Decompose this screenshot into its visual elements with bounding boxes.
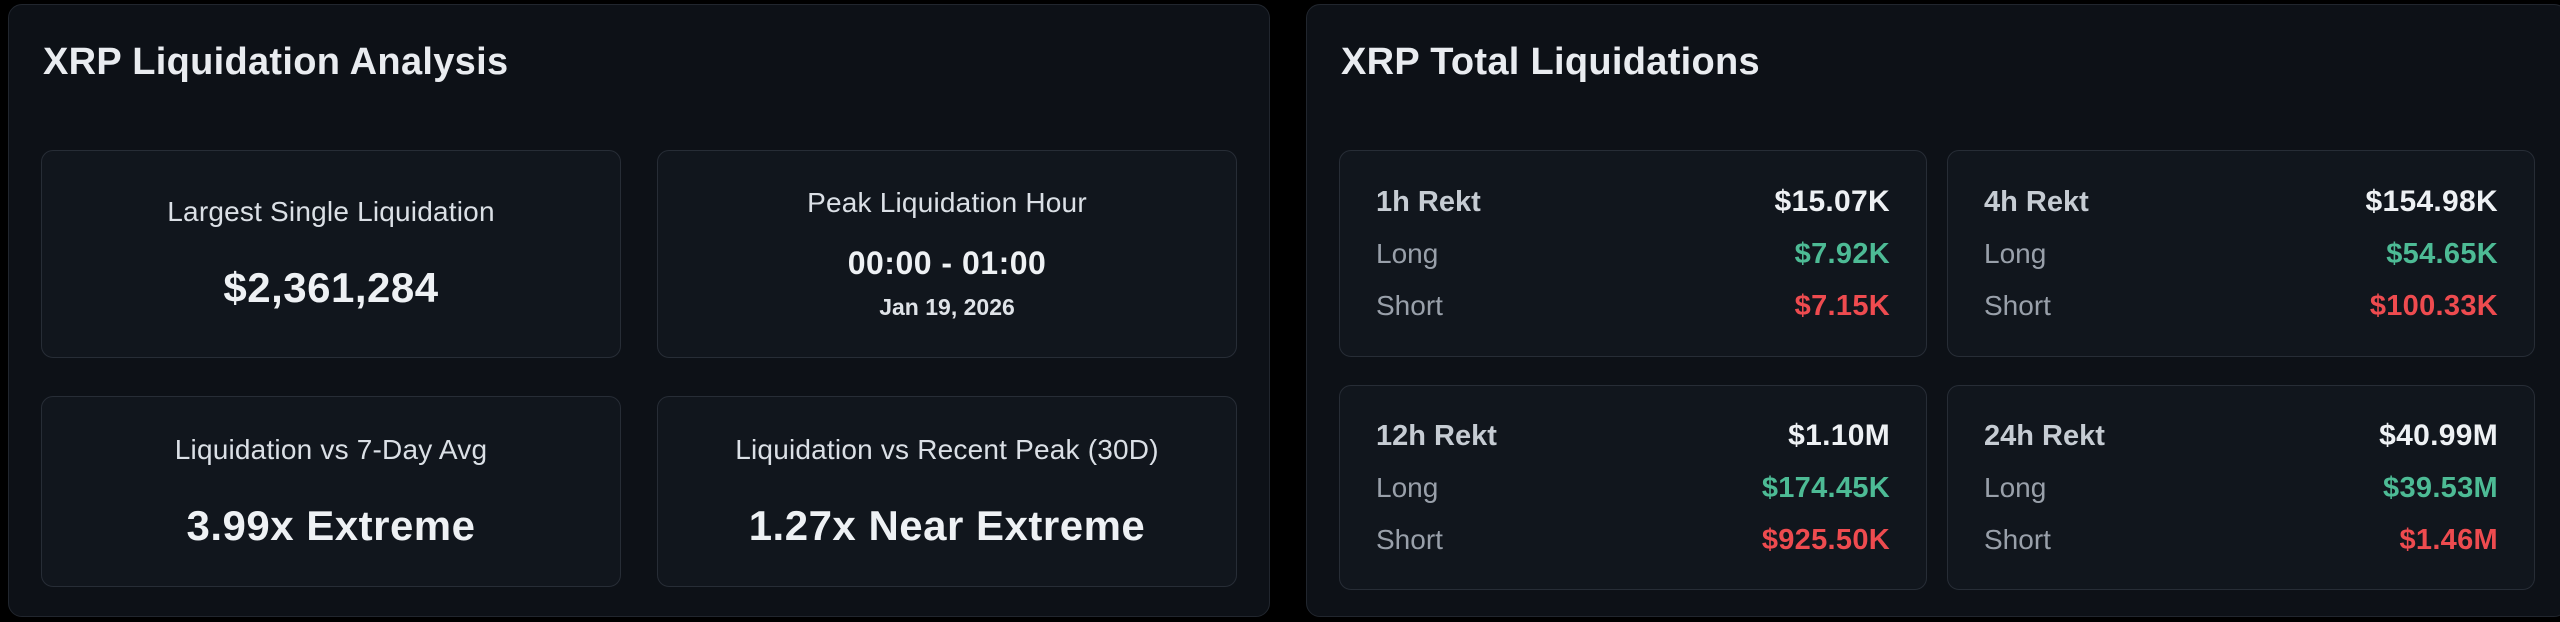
stat-value: 00:00 - 01:00 [847,245,1047,281]
short-value: $925.50K [1761,523,1890,556]
short-row: Short $1.46M [1984,524,2498,557]
short-value: $1.46M [2399,523,2498,556]
rekt-header-row: 12h Rekt $1.10M [1376,419,1890,453]
short-label: Short [1984,523,2051,555]
stat-label: Liquidation vs Recent Peak (30D) [735,433,1159,465]
rekt-period-label: 12h Rekt [1376,419,1497,452]
long-value: $174.45K [1761,471,1890,504]
rekt-period-label: 24h Rekt [1984,419,2105,452]
rekt-total-value: $40.99M [2379,418,2498,452]
stat-label: Largest Single Liquidation [167,196,495,227]
short-row: Short $100.33K [1984,290,2498,323]
total-liquidations-panel: XRP Total Liquidations 1h Rekt $15.07K L… [1306,4,2560,617]
analysis-card-grid: Largest Single Liquidation $2,361,284 Pe… [41,150,1237,587]
short-row: Short $925.50K [1376,524,1890,557]
long-row: Long $7.92K [1376,238,1890,271]
long-label: Long [1376,471,1439,503]
short-label: Short [1376,523,1443,555]
rekt-card-12h: 12h Rekt $1.10M Long $174.45K Short $925… [1339,385,1927,590]
short-label: Short [1376,289,1443,321]
stat-label: Liquidation vs 7-Day Avg [174,433,488,465]
stat-value-group: 00:00 - 01:00 Jan 19, 2026 [848,245,1047,321]
rekt-header-row: 24h Rekt $40.99M [1984,419,2498,453]
stat-value: 3.99x Extreme [186,501,476,549]
short-value: $7.15K [1794,289,1890,322]
totals-card-grid: 1h Rekt $15.07K Long $7.92K Short $7.15K… [1339,150,2535,590]
stat-value: 1.27x Near Extreme [748,501,1146,549]
long-label: Long [1984,471,2047,503]
stat-card-largest-single-liquidation: Largest Single Liquidation $2,361,284 [41,150,621,358]
short-label: Short [1984,289,2051,321]
liquidation-analysis-panel: XRP Liquidation Analysis Largest Single … [8,4,1270,617]
rekt-card-4h: 4h Rekt $154.98K Long $54.65K Short $100… [1947,150,2535,357]
totals-panel-title: XRP Total Liquidations [1341,41,1760,83]
rekt-period-label: 4h Rekt [1984,185,2089,218]
stat-label: Peak Liquidation Hour [807,187,1087,218]
rekt-header-row: 4h Rekt $154.98K [1984,185,2498,219]
long-label: Long [1984,237,2047,269]
short-value: $100.33K [2369,289,2498,322]
long-value: $39.53M [2383,471,2498,504]
long-row: Long $54.65K [1984,238,2498,271]
stat-value: $2,361,284 [223,264,439,311]
long-row: Long $39.53M [1984,472,2498,505]
rekt-card-1h: 1h Rekt $15.07K Long $7.92K Short $7.15K [1339,150,1927,357]
analysis-panel-title: XRP Liquidation Analysis [43,41,509,83]
short-row: Short $7.15K [1376,290,1890,323]
rekt-total-value: $15.07K [1774,184,1890,218]
stat-card-vs-7day-avg: Liquidation vs 7-Day Avg 3.99x Extreme [41,396,621,587]
rekt-total-value: $154.98K [2365,184,2498,218]
rekt-period-label: 1h Rekt [1376,185,1481,218]
stat-date: Jan 19, 2026 [879,294,1015,320]
long-value: $54.65K [2386,237,2498,270]
rekt-total-value: $1.10M [1788,418,1890,452]
rekt-header-row: 1h Rekt $15.07K [1376,185,1890,219]
long-label: Long [1376,237,1439,269]
long-value: $7.92K [1794,237,1890,270]
stat-card-peak-liquidation-hour: Peak Liquidation Hour 00:00 - 01:00 Jan … [657,150,1237,358]
long-row: Long $174.45K [1376,472,1890,505]
stat-card-vs-recent-peak-30d: Liquidation vs Recent Peak (30D) 1.27x N… [657,396,1237,587]
rekt-card-24h: 24h Rekt $40.99M Long $39.53M Short $1.4… [1947,385,2535,590]
